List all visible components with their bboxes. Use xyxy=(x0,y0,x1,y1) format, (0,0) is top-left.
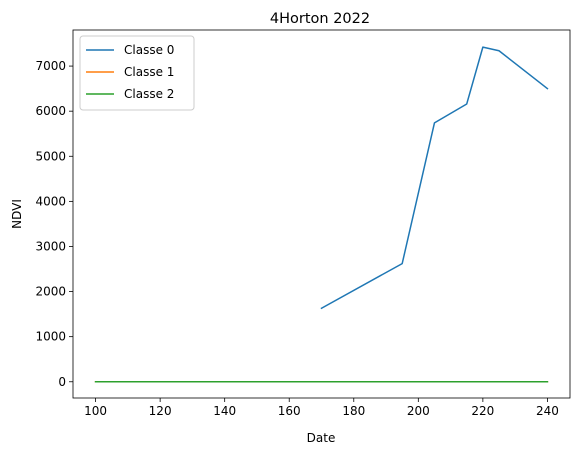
plot-lines xyxy=(94,46,549,383)
chart-title: 4Horton 2022 xyxy=(270,11,370,27)
x-tick-label: 220 xyxy=(471,404,494,418)
legend-label: Classe 2 xyxy=(124,87,174,101)
x-tick-label: 200 xyxy=(407,404,430,418)
x-tick-label: 160 xyxy=(278,404,301,418)
x-tick-label: 180 xyxy=(342,404,365,418)
y-tick-label: 6000 xyxy=(35,104,66,118)
x-tick-label: 120 xyxy=(149,404,172,418)
series-line-0 xyxy=(320,46,549,310)
legend: Classe 0 Classe 1 Classe 2 xyxy=(79,35,195,111)
x-axis-ticks: 100 120 140 160 180 200 220 240 xyxy=(84,398,559,418)
y-tick-label: 5000 xyxy=(35,149,66,163)
legend-label: Classe 0 xyxy=(124,43,174,57)
x-tick-label: 240 xyxy=(536,404,559,418)
y-tick-label: 3000 xyxy=(35,239,66,253)
y-tick-label: 4000 xyxy=(35,194,66,208)
y-axis-label: NDVI xyxy=(10,199,24,229)
y-tick-label: 2000 xyxy=(35,285,66,299)
x-tick-label: 100 xyxy=(84,404,107,418)
plot-frame xyxy=(72,29,571,399)
y-tick-label: 0 xyxy=(58,375,66,389)
x-axis-label: Date xyxy=(307,431,336,445)
y-tick-label: 1000 xyxy=(35,330,66,344)
y-axis-ticks: 0 1000 2000 3000 4000 5000 6000 7000 xyxy=(35,59,73,389)
legend-label: Classe 1 xyxy=(124,65,174,79)
x-tick-label: 140 xyxy=(213,404,236,418)
legend-box xyxy=(79,35,195,111)
y-tick-label: 7000 xyxy=(35,59,66,73)
